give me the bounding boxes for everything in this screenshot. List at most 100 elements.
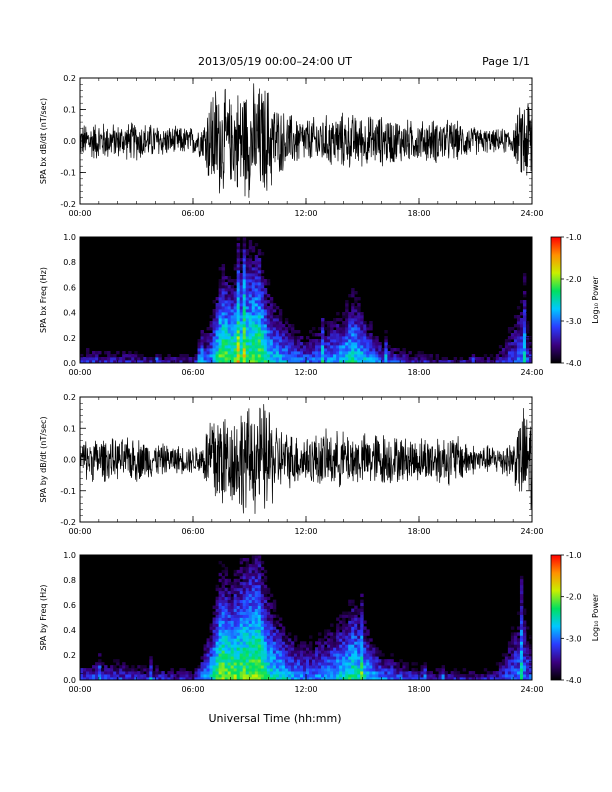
spectrogram-cell — [372, 348, 376, 352]
spectrogram-cell — [170, 677, 174, 680]
spectrogram-cell — [465, 674, 470, 678]
spectrogram-cell — [387, 354, 391, 358]
spectrogram-cell — [519, 599, 524, 604]
spectrogram-cell — [272, 342, 277, 346]
spectrogram-cell — [203, 677, 207, 680]
spectrogram-cell — [290, 330, 295, 334]
spectrogram-cell — [242, 348, 247, 352]
spectrogram-cell — [218, 324, 223, 328]
spectrogram-cell — [218, 611, 223, 615]
spectrogram-cell — [239, 596, 244, 601]
spectrogram-cell — [158, 360, 162, 363]
spectrogram-cell — [330, 339, 334, 343]
spectrogram-cell — [272, 665, 277, 669]
spectrogram-cell — [366, 638, 370, 642]
spectrogram-cell — [339, 638, 343, 642]
spectrogram-cell — [378, 653, 382, 657]
spectrogram-cell — [519, 587, 524, 592]
spectrogram-cell — [519, 656, 524, 660]
spectrogram-cell — [134, 671, 138, 675]
spectrogram-cell — [516, 659, 521, 663]
spectrogram-cell — [318, 659, 322, 663]
spectrogram-cell — [98, 653, 102, 657]
spectrogram-cell — [327, 641, 331, 645]
spectrogram-cell — [354, 321, 358, 325]
spectrogram-cell — [402, 662, 406, 666]
spectrogram-cell — [221, 360, 226, 363]
spectrogram-cell — [266, 339, 271, 343]
spectrogram-cell — [405, 671, 409, 675]
spectrogram-cell — [197, 348, 201, 352]
spectrogram-cell — [318, 351, 322, 355]
spectrogram-cell — [345, 324, 349, 328]
spectrogram-cell — [299, 656, 304, 660]
spectrogram-cell — [351, 288, 355, 292]
spectrogram-cell — [525, 644, 530, 648]
spectrogram-cell — [456, 360, 461, 363]
spectrogram-cell — [360, 671, 364, 675]
spectrogram-cell — [281, 668, 286, 672]
signal-trace — [80, 404, 532, 514]
spectrogram-cell — [224, 333, 229, 337]
spectrogram-cell — [522, 653, 527, 657]
spectrogram-cell — [245, 315, 250, 319]
spectrogram-cell — [266, 671, 271, 675]
spectrogram-cell — [309, 653, 313, 657]
spectrogram-cell — [293, 653, 298, 657]
spectrogram-cell — [354, 327, 358, 331]
spectrogram-cell — [251, 629, 256, 633]
spectrogram-cell — [251, 306, 256, 310]
spectrogram-cell — [390, 348, 394, 352]
spectrogram-cell — [525, 659, 530, 663]
spectrogram-cell — [116, 659, 120, 663]
spectrogram-cell — [245, 563, 250, 568]
spectrogram-cell — [254, 563, 259, 568]
spectrogram-cell — [254, 641, 259, 645]
spectrogram-cell — [221, 348, 226, 352]
spectrogram-cell — [125, 674, 129, 678]
spectrogram-cell — [402, 677, 406, 680]
spectrogram-cell — [239, 659, 244, 663]
spectrogram-cell — [318, 360, 322, 363]
spectrogram-cell — [321, 318, 325, 322]
spectrogram-cell — [242, 650, 247, 654]
spectrogram-cell — [92, 351, 96, 355]
spectrogram-cell — [218, 587, 223, 592]
spectrogram-cell — [384, 668, 388, 672]
spectrogram-cell — [203, 345, 207, 349]
spectrogram-cell — [218, 267, 223, 271]
spectrogram-cell — [354, 342, 358, 346]
spectrogram-cell — [251, 668, 256, 672]
spectrogram-cell — [351, 668, 355, 672]
spectrogram-cell — [315, 668, 319, 672]
spectrogram-cell — [245, 330, 250, 334]
spectrogram-cell — [390, 360, 394, 363]
y-tick-label: 0.6 — [63, 601, 76, 610]
spectrogram-cell — [221, 357, 226, 361]
spectrogram-cell — [525, 360, 530, 363]
spectrogram-cell — [242, 249, 247, 253]
spectrogram-cell — [342, 315, 346, 319]
spectrogram-cell — [260, 635, 265, 639]
spectrogram-cell — [408, 351, 412, 355]
spectrogram-cell — [221, 267, 226, 271]
spectrogram-cell — [522, 665, 527, 669]
spectrogram-cell — [221, 351, 226, 355]
spectrogram-cell — [345, 674, 349, 678]
spectrogram-cell — [387, 345, 391, 349]
spectrogram-cell — [360, 623, 364, 627]
spectrogram-cell — [408, 360, 412, 363]
spectrogram-cell — [239, 650, 244, 654]
spectrogram-cell — [239, 303, 244, 307]
spectrogram-cell — [272, 357, 277, 361]
spectrogram-cell — [239, 671, 244, 675]
spectrogram-cell — [321, 354, 325, 358]
spectrogram-cell — [336, 641, 340, 645]
spectrogram-cell — [321, 351, 325, 355]
spectrogram-cell — [239, 632, 244, 636]
spectrogram-cell — [230, 360, 235, 363]
spectrogram-cell — [287, 674, 292, 678]
spectrogram-cell — [513, 345, 518, 349]
spectrogram-cell — [248, 623, 253, 627]
spectrogram-cell — [287, 360, 292, 363]
